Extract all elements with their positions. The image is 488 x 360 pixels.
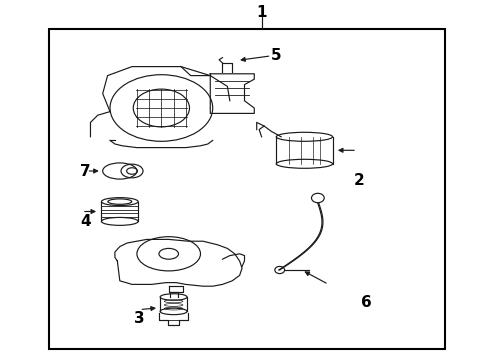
Text: 5: 5 — [270, 48, 281, 63]
Text: 3: 3 — [134, 311, 144, 326]
Text: 7: 7 — [80, 163, 91, 179]
Bar — [49, 29, 444, 349]
Text: 1: 1 — [256, 5, 266, 20]
Text: 4: 4 — [80, 214, 91, 229]
Text: 6: 6 — [361, 295, 371, 310]
Text: 2: 2 — [353, 172, 364, 188]
